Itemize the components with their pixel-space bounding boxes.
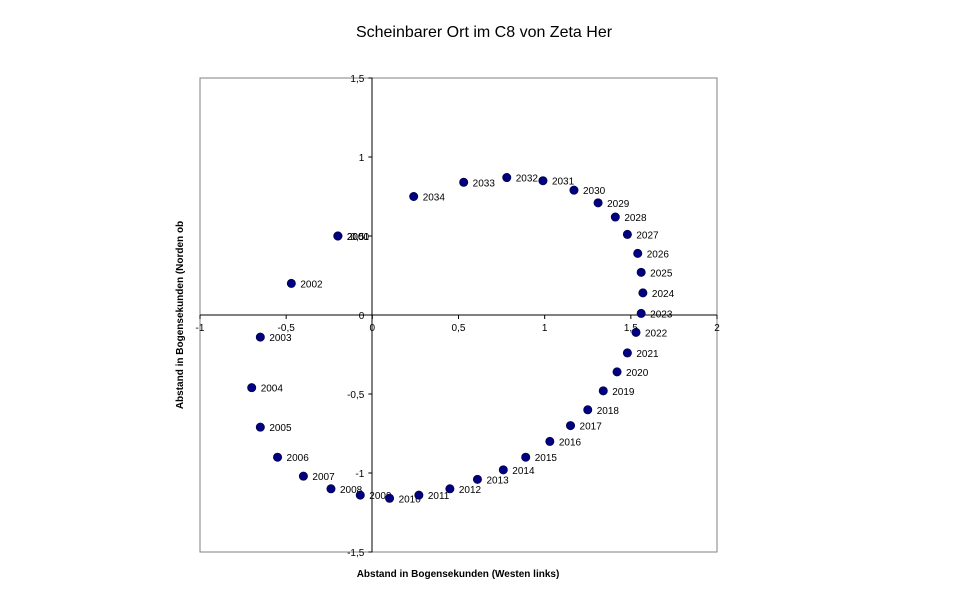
data-point-label: 2006 bbox=[287, 453, 310, 464]
y-axis-title: Abstand in Bogensekunden (Norden ob bbox=[175, 221, 186, 409]
data-point bbox=[610, 212, 620, 222]
data-point-label: 2021 bbox=[636, 349, 659, 360]
x-tick-label: 2 bbox=[714, 323, 720, 334]
data-point bbox=[414, 490, 424, 500]
data-point bbox=[409, 192, 419, 202]
data-point bbox=[593, 198, 603, 208]
x-tick-label: 0,5 bbox=[452, 323, 466, 334]
data-point bbox=[545, 436, 555, 446]
data-point bbox=[538, 176, 548, 186]
y-tick-label: 0,5 bbox=[350, 232, 364, 243]
data-point-label: 2014 bbox=[512, 466, 535, 477]
data-point bbox=[286, 278, 296, 288]
data-point bbox=[612, 367, 622, 377]
data-point-label: 2013 bbox=[486, 475, 509, 486]
data-point-label: 2031 bbox=[552, 177, 575, 188]
x-ticks: -1 -0,5 0 0,5 1 1,5 2 bbox=[196, 315, 720, 334]
y-tick-label: -0,5 bbox=[347, 390, 365, 401]
data-point-label: 2008 bbox=[340, 485, 363, 496]
data-point-label: 2030 bbox=[583, 186, 606, 197]
data-point-label: 2004 bbox=[261, 384, 284, 395]
data-point-label: 2034 bbox=[423, 193, 446, 204]
y-tick-label: 0 bbox=[359, 311, 365, 322]
data-point bbox=[326, 484, 336, 494]
data-point-label: 2025 bbox=[650, 268, 673, 279]
data-point bbox=[583, 405, 593, 415]
data-point bbox=[636, 267, 646, 277]
data-point-label: 2000 bbox=[347, 232, 370, 243]
data-point bbox=[445, 484, 455, 494]
x-tick-label: 1,5 bbox=[624, 323, 638, 334]
data-point-label: 2018 bbox=[597, 406, 620, 417]
x-tick-label: -1 bbox=[196, 323, 205, 334]
y-tick-label: 1 bbox=[359, 153, 365, 164]
data-point-label: 2012 bbox=[459, 485, 482, 496]
data-point-label: 2005 bbox=[269, 423, 292, 434]
x-tick-label: 0 bbox=[370, 323, 376, 334]
data-point bbox=[631, 327, 641, 337]
data-point-label: 2020 bbox=[626, 368, 649, 379]
y-ticks: -1,5 -1 -0,5 0 0,5 1 1,5 bbox=[347, 74, 373, 559]
data-point bbox=[502, 173, 512, 183]
data-point bbox=[333, 231, 343, 241]
data-point-label: 2026 bbox=[647, 249, 670, 260]
data-point bbox=[459, 177, 469, 187]
data-point-label: 2019 bbox=[612, 387, 635, 398]
data-point-label: 2011 bbox=[428, 491, 450, 502]
x-tick-label: -0,5 bbox=[278, 323, 296, 334]
data-point-label: 2010 bbox=[399, 494, 422, 505]
data-point-label: 2022 bbox=[645, 328, 668, 339]
data-point bbox=[636, 308, 646, 318]
data-point bbox=[355, 490, 365, 500]
data-point-label: 2007 bbox=[312, 472, 335, 483]
data-point bbox=[298, 471, 308, 481]
data-point-label: 2003 bbox=[269, 333, 292, 344]
data-point-label: 2029 bbox=[607, 199, 630, 210]
data-point bbox=[521, 452, 531, 462]
data-point-label: 2032 bbox=[516, 174, 539, 185]
data-point bbox=[569, 185, 579, 195]
data-point-label: 2023 bbox=[650, 309, 673, 320]
data-point bbox=[566, 421, 576, 431]
data-point bbox=[638, 288, 648, 298]
data-point-label: 2024 bbox=[652, 289, 675, 300]
y-tick-label: -1 bbox=[355, 469, 364, 480]
data-point bbox=[385, 493, 395, 503]
data-point-label: 2028 bbox=[624, 213, 647, 224]
data-point bbox=[622, 229, 632, 239]
data-point bbox=[622, 348, 632, 358]
data-point bbox=[255, 332, 265, 342]
data-point bbox=[247, 383, 257, 393]
data-point-label: 2017 bbox=[580, 422, 603, 433]
data-point bbox=[498, 465, 508, 475]
data-point-label: 2027 bbox=[636, 230, 659, 241]
data-point bbox=[255, 422, 265, 432]
data-point-label: 2001 bbox=[347, 232, 370, 243]
data-point-label: 2015 bbox=[535, 453, 558, 464]
x-axis-title: Abstand in Bogensekunden (Westen links) bbox=[357, 569, 560, 580]
chart-title: Scheinbarer Ort im C8 von Zeta Her bbox=[356, 24, 613, 41]
data-point-label: 2009 bbox=[369, 491, 392, 502]
data-point bbox=[633, 248, 643, 258]
data-point bbox=[598, 386, 608, 396]
data-point bbox=[472, 474, 482, 484]
data-point-label: 2016 bbox=[559, 437, 582, 448]
data-point-label: 2033 bbox=[473, 178, 496, 189]
x-tick-label: 1 bbox=[542, 323, 548, 334]
data-point bbox=[273, 452, 283, 462]
data-point-label: 2002 bbox=[300, 279, 323, 290]
y-tick-label: -1,5 bbox=[347, 548, 365, 559]
y-tick-label: 1,5 bbox=[350, 74, 364, 85]
